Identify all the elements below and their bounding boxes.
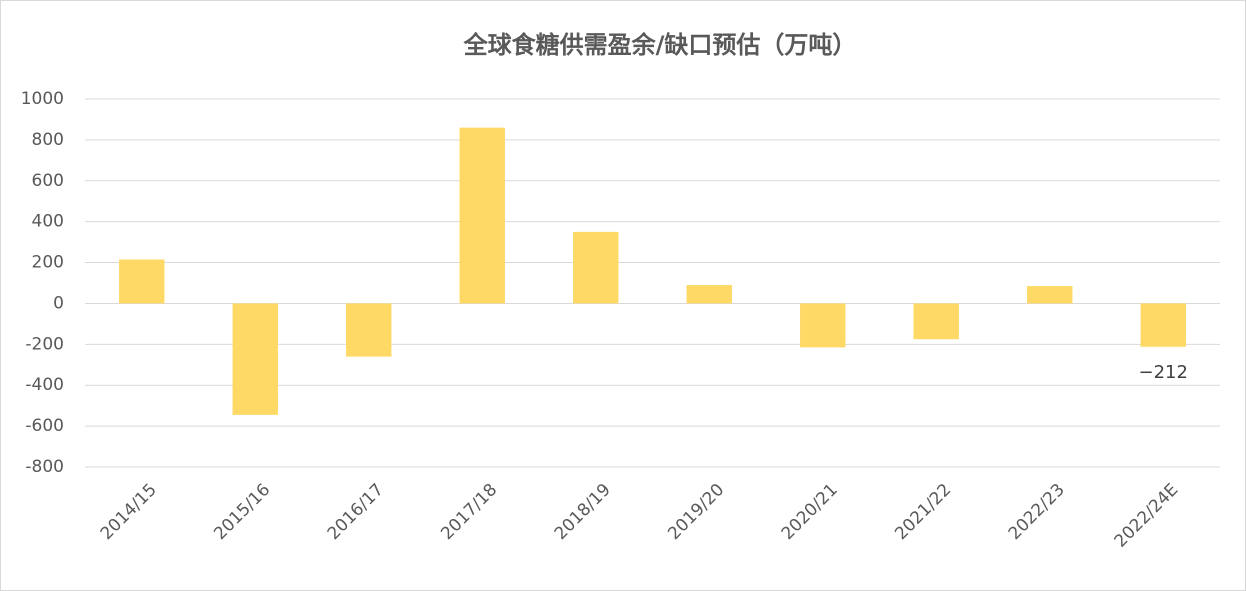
bar [1140, 303, 1186, 347]
y-tick-label: 0 [53, 293, 64, 313]
bar [346, 303, 392, 357]
y-tick-label: -600 [25, 416, 64, 436]
y-tick-label: -400 [25, 375, 64, 395]
y-tick-label: -200 [25, 334, 64, 354]
y-tick-label: 200 [32, 253, 64, 273]
y-tick-label: 600 [32, 171, 64, 191]
bar [232, 303, 278, 415]
y-tick-label: 400 [32, 212, 64, 232]
chart-title: 全球食糖供需盈余/缺口预估（万吨） [463, 31, 857, 59]
y-tick-label: 800 [32, 130, 64, 150]
bar [573, 231, 619, 304]
bar [119, 259, 165, 304]
bar [459, 127, 505, 304]
y-tick-label: -800 [25, 457, 64, 477]
bar [1027, 286, 1073, 304]
y-tick-label: 1000 [21, 89, 64, 109]
bar [686, 285, 732, 304]
data-label: −212 [1139, 362, 1188, 383]
bar [913, 303, 959, 340]
bar [800, 303, 846, 348]
